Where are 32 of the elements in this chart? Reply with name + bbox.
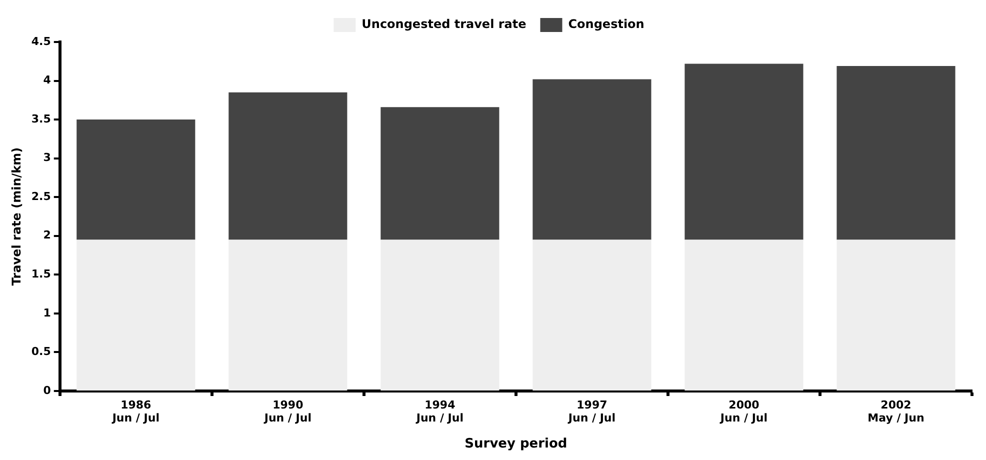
- x-axis-title: Survey period: [464, 436, 568, 452]
- y-tick-label: 1: [43, 306, 51, 320]
- y-tick-label: 3.5: [31, 112, 51, 126]
- y-tick-label: 4: [43, 74, 52, 87]
- bar: [380, 107, 500, 240]
- x-tick-label: 2002 May / Jun: [868, 398, 924, 425]
- x-tick-label: 2000 Jun / Jul: [719, 398, 768, 425]
- bar: [76, 240, 196, 390]
- legend-label: Uncongested travel rate: [362, 17, 526, 32]
- bar: [228, 92, 348, 240]
- x-tick-label: 1994 Jun / Jul: [415, 398, 464, 425]
- bar: [836, 240, 956, 390]
- x-tick-label: 1997 Jun / Jul: [567, 398, 616, 425]
- y-tick-label: 0.5: [31, 345, 51, 358]
- y-axis-title: Travel rate (min/km): [9, 147, 24, 286]
- bar: [228, 240, 348, 390]
- y-tick-label: 4.5: [31, 34, 51, 48]
- x-tick-label: 1990 Jun / Jul: [263, 398, 312, 425]
- x-tick-label: 1986 Jun / Jul: [111, 398, 160, 425]
- y-tick-label: 2: [43, 228, 51, 242]
- bar: [532, 79, 652, 240]
- y-tick-label: 2.5: [31, 190, 51, 203]
- bar: [76, 120, 196, 240]
- bar: [380, 240, 500, 390]
- y-tick-label: 3: [43, 151, 51, 164]
- bar: [836, 66, 956, 240]
- legend-label: Congestion: [568, 17, 644, 32]
- bar: [684, 64, 804, 240]
- bar: [684, 240, 804, 390]
- y-tick-label: 1.5: [31, 268, 51, 281]
- y-tick-label: 0: [43, 384, 52, 397]
- bar: [532, 240, 652, 390]
